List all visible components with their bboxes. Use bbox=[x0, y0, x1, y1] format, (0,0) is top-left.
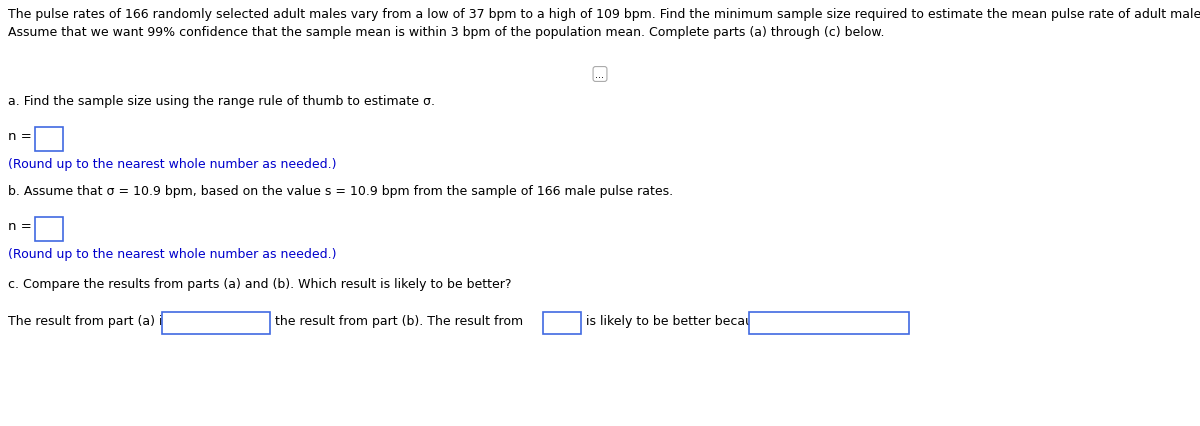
Text: b. Assume that σ = 10.9 bpm, based on the value s = 10.9 bpm from the sample of : b. Assume that σ = 10.9 bpm, based on th… bbox=[8, 184, 673, 198]
Text: the result from part (b). The result from: the result from part (b). The result fro… bbox=[275, 314, 523, 327]
Text: ▼: ▼ bbox=[568, 318, 575, 327]
Text: (Round up to the nearest whole number as needed.): (Round up to the nearest whole number as… bbox=[8, 248, 336, 260]
Text: The result from part (a) is: The result from part (a) is bbox=[8, 314, 169, 327]
Text: ...: ... bbox=[595, 70, 605, 80]
Text: The pulse rates of 166 randomly selected adult males vary from a low of 37 bpm t: The pulse rates of 166 randomly selected… bbox=[8, 8, 1200, 21]
Text: ▼: ▼ bbox=[257, 318, 263, 327]
Text: is likely to be better because: is likely to be better because bbox=[586, 314, 767, 327]
Text: (Round up to the nearest whole number as needed.): (Round up to the nearest whole number as… bbox=[8, 158, 336, 170]
Text: a. Find the sample size using the range rule of thumb to estimate σ.: a. Find the sample size using the range … bbox=[8, 95, 436, 108]
Text: n =: n = bbox=[8, 219, 31, 233]
Text: c. Compare the results from parts (a) and (b). Which result is likely to be bett: c. Compare the results from parts (a) an… bbox=[8, 277, 511, 290]
Text: Assume that we want 99% confidence that the sample mean is within 3 bpm of the p: Assume that we want 99% confidence that … bbox=[8, 26, 884, 39]
Text: ▼: ▼ bbox=[895, 318, 902, 327]
Text: n =: n = bbox=[8, 130, 31, 143]
